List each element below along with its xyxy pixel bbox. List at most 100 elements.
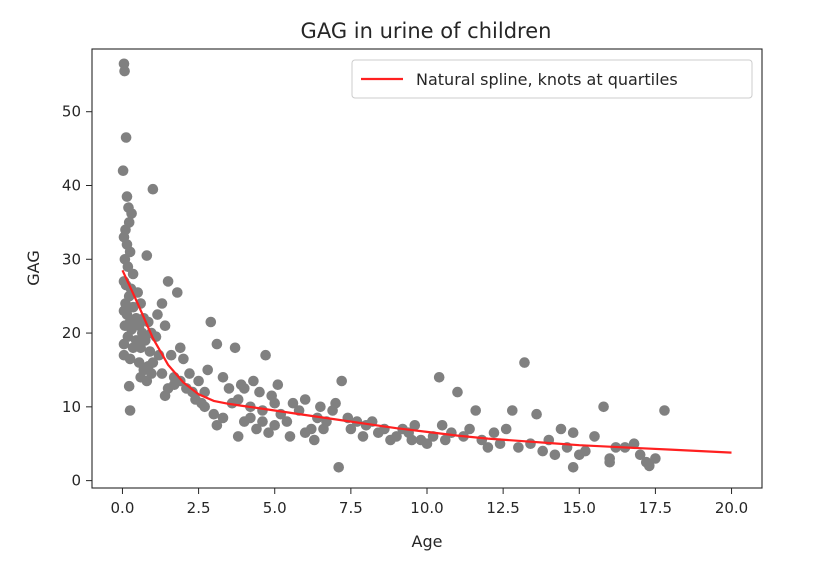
data-point-164 xyxy=(580,445,591,457)
data-point-120 xyxy=(309,434,320,446)
x-tick-label: 0.0 xyxy=(111,499,135,517)
data-point-11 xyxy=(124,246,136,258)
data-point-109 xyxy=(287,397,299,409)
data-point-98 xyxy=(269,397,281,409)
data-point-173 xyxy=(650,453,661,464)
data-point-6 xyxy=(126,208,137,219)
data-point-56 xyxy=(141,250,153,261)
data-point-138 xyxy=(421,438,433,450)
data-point-42 xyxy=(144,346,156,357)
data-point-127 xyxy=(357,431,369,442)
data-point-59 xyxy=(156,298,168,309)
data-point-85 xyxy=(199,401,210,413)
y-tick-label: 40 xyxy=(62,176,81,194)
data-point-105 xyxy=(263,427,274,439)
data-point-39 xyxy=(118,338,130,350)
legend: Natural spline, knots at quartiles xyxy=(351,59,753,99)
plot-area xyxy=(92,49,762,488)
data-point-157 xyxy=(537,445,548,457)
data-point-174 xyxy=(659,405,670,416)
data-point-62 xyxy=(165,349,177,361)
data-point-4 xyxy=(121,191,133,202)
data-point-60 xyxy=(159,320,171,332)
data-point-145 xyxy=(464,423,475,435)
x-tick-label: 20.0 xyxy=(715,499,748,517)
data-point-82 xyxy=(223,383,235,394)
data-point-78 xyxy=(202,364,213,376)
y-axis-label: GAG xyxy=(24,250,43,285)
x-tick-label: 12.5 xyxy=(486,499,519,517)
chart-title: GAG in urine of children xyxy=(301,19,552,43)
y-tick-label: 20 xyxy=(62,324,81,342)
x-tick-label: 2.5 xyxy=(187,499,211,517)
y-tick-label: 0 xyxy=(71,472,81,490)
x-axis-ticks: 0.0 2.5 5.0 7.5 10.0 12.5 15.0 17.5 20.0 xyxy=(111,488,748,517)
legend-label: Natural spline, knots at quartiles xyxy=(416,70,678,89)
data-point-108 xyxy=(281,416,293,427)
data-point-94 xyxy=(254,386,265,398)
data-point-55 xyxy=(124,405,136,416)
data-point-75 xyxy=(193,375,204,387)
data-point-14 xyxy=(127,268,139,280)
data-point-162 xyxy=(567,427,579,439)
data-point-155 xyxy=(525,438,536,450)
data-point-1 xyxy=(119,65,130,77)
data-point-136 xyxy=(409,420,421,431)
data-point-117 xyxy=(333,462,345,473)
data-point-171 xyxy=(634,449,646,461)
data-point-61 xyxy=(162,276,174,287)
data-point-72 xyxy=(184,368,195,379)
data-point-83 xyxy=(229,342,241,354)
data-point-149 xyxy=(488,427,500,439)
data-point-111 xyxy=(299,394,311,405)
data-point-40 xyxy=(127,342,139,354)
data-point-146 xyxy=(470,405,482,416)
data-point-178 xyxy=(436,420,448,431)
data-point-2 xyxy=(120,132,132,143)
data-point-90 xyxy=(232,394,244,405)
data-point-80 xyxy=(211,338,223,350)
y-tick-label: 50 xyxy=(62,103,81,121)
data-point-133 xyxy=(391,431,402,442)
data-point-179 xyxy=(406,434,418,446)
data-point-95 xyxy=(257,405,268,416)
data-point-125 xyxy=(345,423,357,435)
data-point-81 xyxy=(217,372,229,383)
x-tick-label: 15.0 xyxy=(563,499,596,517)
data-point-45 xyxy=(124,353,136,365)
data-point-100 xyxy=(232,431,244,442)
data-point-151 xyxy=(500,423,512,435)
data-point-87 xyxy=(211,420,223,431)
data-point-170 xyxy=(628,438,640,450)
data-point-106 xyxy=(269,420,281,431)
data-point-159 xyxy=(549,449,561,461)
data-point-121 xyxy=(318,423,329,435)
data-point-104 xyxy=(257,416,268,427)
y-axis-ticks: 0 10 20 30 40 50 xyxy=(62,103,92,490)
data-point-57 xyxy=(147,183,159,195)
data-point-177 xyxy=(644,460,655,472)
x-axis-label: Age xyxy=(412,532,443,551)
data-point-102 xyxy=(245,412,256,424)
data-point-58 xyxy=(152,309,163,320)
data-point-148 xyxy=(482,442,494,453)
data-point-99 xyxy=(272,379,284,391)
data-point-88 xyxy=(217,412,229,424)
data-point-122 xyxy=(330,397,341,409)
data-point-114 xyxy=(315,401,326,413)
y-tick-label: 30 xyxy=(62,250,81,268)
data-point-65 xyxy=(175,342,186,354)
data-point-165 xyxy=(589,431,600,442)
legend-box xyxy=(351,59,753,99)
data-point-3 xyxy=(117,165,129,176)
data-point-13 xyxy=(122,261,134,273)
data-point-118 xyxy=(284,431,296,442)
data-point-123 xyxy=(336,375,348,387)
data-point-176 xyxy=(604,456,615,468)
data-point-113 xyxy=(312,412,323,424)
data-point-70 xyxy=(175,375,186,387)
y-tick-label: 10 xyxy=(62,398,81,416)
data-point-156 xyxy=(531,408,542,420)
data-point-53 xyxy=(141,375,153,387)
data-point-48 xyxy=(147,357,159,368)
